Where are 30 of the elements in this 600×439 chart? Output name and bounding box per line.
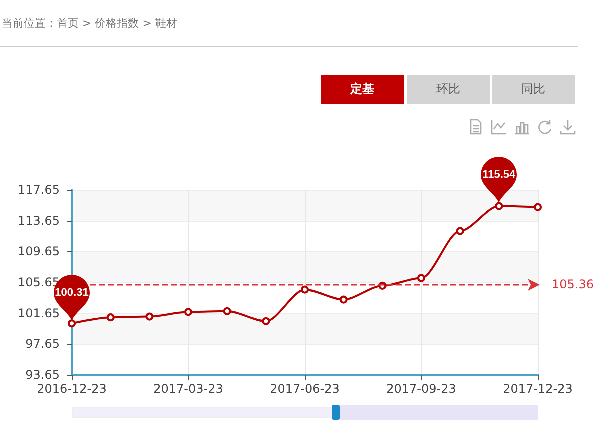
tab-button: 环比 (407, 75, 490, 104)
x-tick-label: 2017-12-23 (503, 382, 573, 396)
y-tick-label: 117.65 (18, 183, 60, 197)
x-tick-label: 2016-12-23 (37, 382, 107, 396)
y-tick-label: 93.65 (26, 368, 60, 382)
data-label: 100.31 (55, 286, 90, 300)
point (456, 227, 464, 236)
y-tick-label: 113.65 (18, 214, 60, 228)
x-tick-label: 2017-03-23 (154, 382, 224, 396)
point (340, 296, 348, 304)
point (534, 203, 542, 212)
x-tick-label: 2017-06-23 (270, 382, 340, 396)
point (418, 274, 426, 282)
data-label: 115.54 (482, 168, 517, 182)
y-tick-label: 101.65 (18, 306, 60, 320)
point (68, 320, 76, 328)
point (146, 312, 154, 321)
point (495, 202, 504, 210)
point (106, 314, 115, 322)
point (223, 307, 232, 316)
y-tick-label: 109.65 (18, 244, 60, 259)
point (301, 286, 309, 294)
tab-button: 定基 (321, 75, 404, 104)
point (184, 308, 192, 316)
text: 当前位置：首页 > 价格指数 > 鞋材 (2, 16, 178, 31)
point (262, 317, 270, 326)
tab-button: 同比 (492, 75, 575, 104)
x-tick-label: 2017-09-23 (386, 382, 456, 396)
ref-line-label: 105.36 (552, 278, 594, 292)
y-tick-label: 97.65 (26, 337, 60, 352)
